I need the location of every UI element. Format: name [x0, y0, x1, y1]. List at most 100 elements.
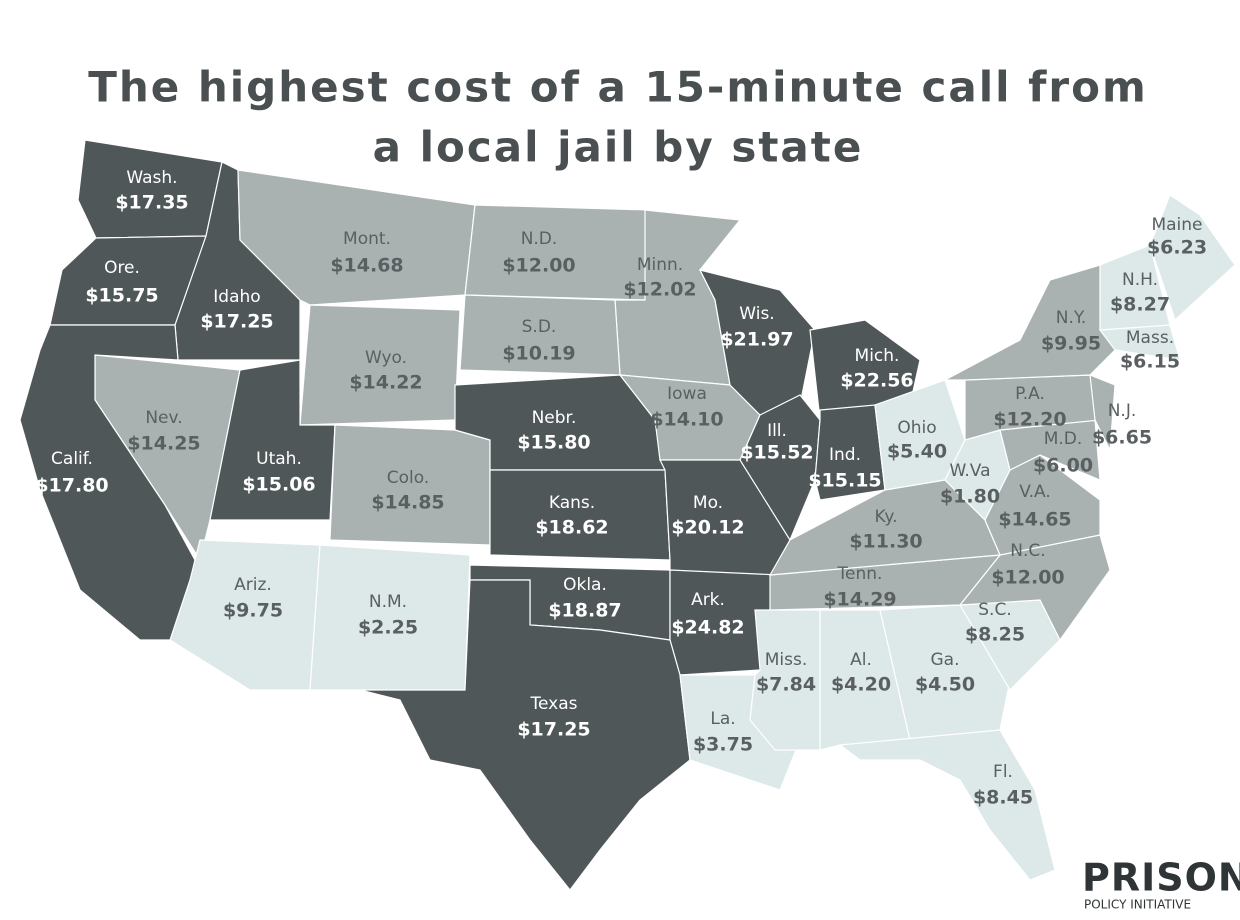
state-name: N.D. [521, 229, 558, 249]
state-name: Idaho [213, 287, 260, 307]
state-name: Al. [850, 650, 872, 670]
state-shape [1099, 244, 1171, 331]
state-name: Tenn. [837, 564, 883, 584]
state-shape [359, 579, 691, 891]
state-shape [1089, 374, 1116, 453]
state-cost: $14.65 [998, 509, 1071, 531]
state-cost: $17.25 [200, 311, 273, 333]
state-name: Mo. [693, 493, 723, 513]
state-name: Ill. [767, 421, 787, 441]
state-name: Minn. [637, 255, 683, 275]
state-cost: $8.45 [973, 787, 1033, 809]
state-cost: $1.80 [940, 486, 1000, 508]
state-name: Ohio [897, 418, 936, 438]
state-cost: $6.23 [1147, 237, 1207, 259]
state-cost: $9.95 [1041, 333, 1101, 355]
state-cost: $15.06 [242, 474, 315, 496]
state-name: V.A. [1019, 482, 1051, 502]
state-cost: $15.80 [517, 432, 590, 454]
state-name: Nebr. [532, 408, 577, 428]
state-cost: $18.62 [535, 517, 608, 539]
state-name: W.Va [950, 461, 991, 481]
state-cost: $12.00 [991, 567, 1064, 589]
state-name: Mont. [343, 229, 391, 249]
state-shape [77, 139, 223, 239]
state-cost: $18.87 [548, 600, 621, 622]
state-cost: $12.00 [502, 255, 575, 277]
state-cost: $10.19 [502, 343, 575, 365]
state-cost: $9.75 [223, 600, 283, 622]
state-cost: $24.82 [671, 617, 744, 639]
state-cost: $20.12 [671, 517, 744, 539]
state-shape [944, 264, 1116, 381]
state-name: Wyo. [365, 348, 407, 368]
state-name: Texas [530, 694, 578, 714]
logo-main: PRISON [1082, 856, 1240, 900]
state-cost: $6.65 [1092, 427, 1152, 449]
state-cost: $14.22 [349, 372, 422, 394]
state-cost: $6.15 [1120, 351, 1180, 373]
state-name: Ga. [931, 650, 960, 670]
state-shape [669, 569, 781, 676]
state-name: P.A. [1015, 384, 1045, 404]
state-shape [838, 729, 1056, 881]
state-name: N.C. [1010, 541, 1045, 561]
state-cost: $14.25 [127, 433, 200, 455]
state-name: Iowa [667, 384, 707, 404]
state-cost: $7.84 [756, 674, 816, 696]
title-line: a local jail by state [373, 123, 864, 172]
state-name: N.M. [369, 592, 407, 612]
state-name: Ariz. [234, 575, 272, 595]
state-shape [464, 204, 651, 301]
state-name: N.H. [1122, 270, 1158, 290]
state-cost: $5.40 [887, 441, 947, 463]
state-name: Kans. [549, 493, 595, 513]
state-name: N.Y. [1056, 308, 1086, 328]
state-labels: Wash. $17.35 Ore. $15.75 Idaho $17.25 Mont. $14… [35, 168, 1207, 809]
state-cost: $17.35 [115, 192, 188, 214]
state-cost: $11.30 [849, 531, 922, 553]
state-name: Ind. [829, 445, 861, 465]
state-cost: $4.20 [831, 674, 891, 696]
state-name: S.C. [978, 600, 1011, 620]
state-cost: $6.00 [1033, 455, 1093, 477]
state-name: Mich. [855, 346, 900, 366]
state-shape [1149, 194, 1236, 322]
state-cost: $14.68 [330, 255, 403, 277]
state-cost: $21.97 [720, 329, 793, 351]
state-cost: $8.27 [1110, 294, 1170, 316]
state-cost: $12.02 [623, 279, 696, 301]
state-cost: $14.10 [650, 409, 723, 431]
state-shape [489, 469, 671, 561]
state-name: Ore. [104, 258, 140, 278]
state-cost: $22.56 [840, 370, 913, 392]
state-name: Nev. [145, 408, 182, 428]
logo-sub: POLICY INITIATIVE [1084, 898, 1191, 912]
state-name: Maine [1151, 215, 1202, 235]
state-cost: $14.29 [823, 589, 896, 611]
state-cost: $15.15 [808, 470, 881, 492]
state-cost: $2.25 [358, 617, 418, 639]
state-name: Wis. [739, 304, 774, 324]
state-name: N.J. [1108, 401, 1137, 421]
state-name: Ark. [691, 590, 725, 610]
state-name: M.D. [1044, 429, 1083, 449]
state-name: Ky. [875, 507, 898, 527]
state-name: Colo. [387, 468, 430, 488]
state-name: S.D. [522, 317, 557, 337]
state-name: Mass. [1126, 328, 1174, 348]
state-name: Calif. [51, 449, 93, 469]
state-name: Wash. [126, 168, 177, 188]
state-cost: $4.50 [915, 674, 975, 696]
title-line: The highest cost of a 15-minute call fro… [88, 63, 1148, 112]
state-name: Utah. [256, 449, 302, 469]
state-name: La. [710, 709, 735, 729]
state-name: Fl. [993, 762, 1013, 782]
states [19, 139, 1236, 891]
state-name: Miss. [765, 650, 808, 670]
state-cost: $12.20 [993, 409, 1066, 431]
state-cost: $17.25 [517, 719, 590, 741]
state-name: Okla. [563, 575, 607, 595]
